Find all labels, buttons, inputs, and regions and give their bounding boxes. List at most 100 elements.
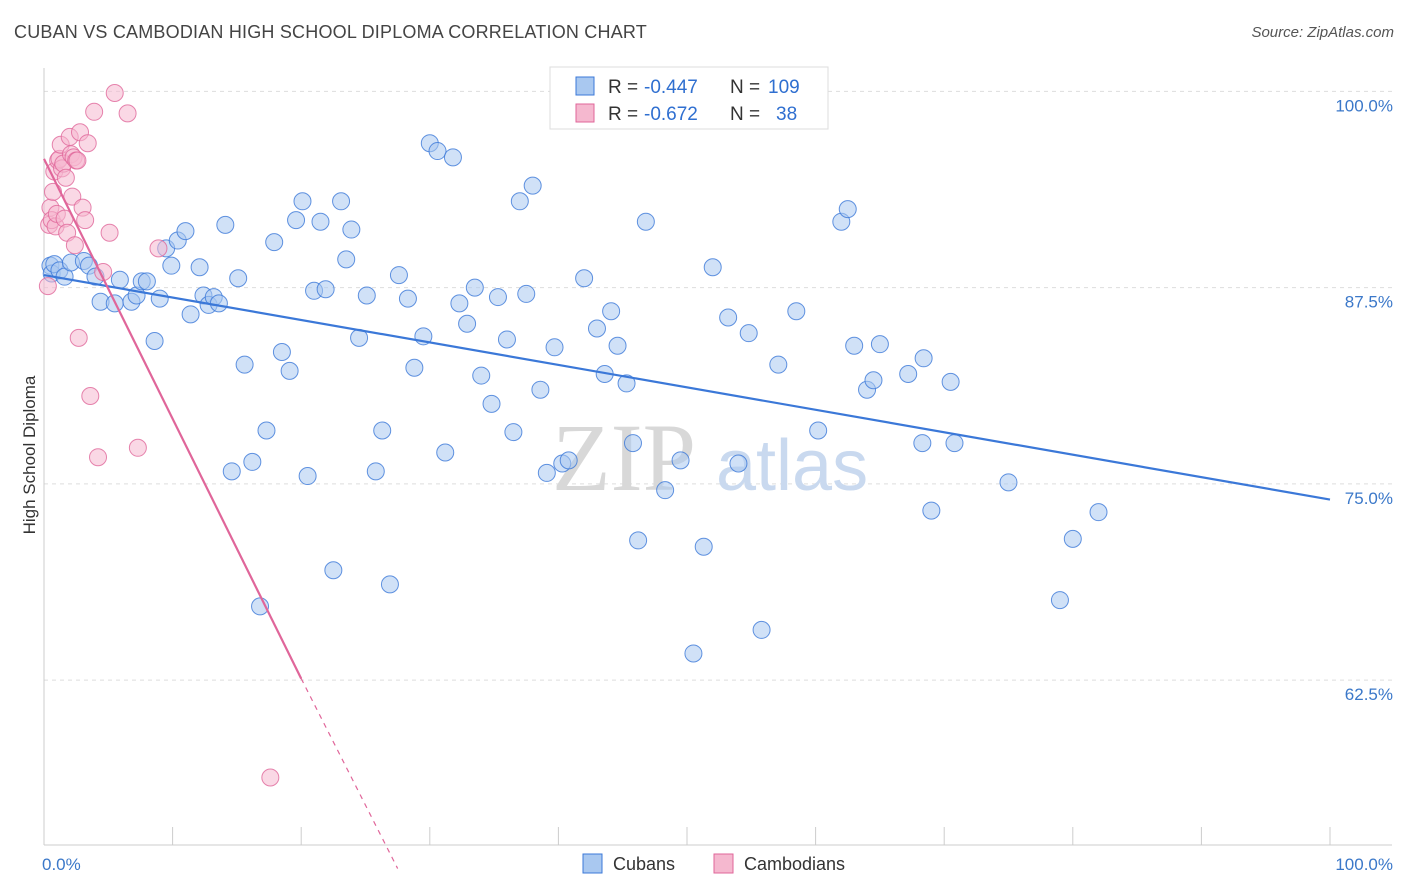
cuban-point-30 (229, 269, 248, 288)
cuban-point-66 (488, 288, 507, 307)
chart-title: CUBAN VS CAMBODIAN HIGH SCHOOL DIPLOMA C… (14, 22, 647, 42)
bottom-legend-swatch-cubans (582, 853, 603, 874)
cuban-point-107 (922, 501, 941, 520)
legend-r-label-cambodians: R = (608, 104, 638, 125)
cuban-point-96 (787, 302, 806, 321)
cuban-point-73 (537, 463, 556, 482)
cambodian-point-4 (44, 182, 63, 201)
cuban-point-63 (465, 278, 484, 297)
cambodian-trend-line (43, 158, 303, 680)
cuban-point-49 (357, 286, 376, 305)
top-legend: R = -0.447 N = 109 R = -0.672 N = 38 (549, 66, 829, 130)
cuban-point-110 (999, 473, 1018, 492)
cambodian-point-23 (69, 328, 88, 347)
cuban-point-53 (389, 266, 408, 285)
y-tick-label-2: 75.0% (1345, 489, 1393, 508)
cambodian-point-33 (105, 83, 124, 102)
cambodian-point-0 (38, 277, 57, 296)
cuban-point-29 (222, 462, 241, 481)
cuban-point-100 (845, 336, 864, 355)
cuban-point-95 (769, 355, 788, 374)
legend-swatch-cubans (575, 76, 595, 96)
cuban-point-65 (482, 394, 501, 413)
cuban-point-112 (1063, 529, 1082, 548)
cambodian-point-20 (65, 236, 84, 255)
cuban-point-46 (337, 250, 356, 269)
bottom-legend: Cubans Cambodians (582, 853, 845, 874)
cambodian-point-30 (89, 448, 108, 467)
cuban-point-88 (684, 644, 703, 663)
cuban-point-51 (373, 421, 392, 440)
legend-n-label-cubans: N = (730, 77, 760, 98)
cuban-point-60 (443, 148, 462, 167)
cuban-point-67 (497, 330, 516, 349)
cuban-point-62 (458, 314, 477, 333)
cambodian-point-22 (68, 151, 87, 170)
tick-labels: 100.0% 87.5% 75.0% 62.5% 0.0% 100.0% (42, 96, 1393, 874)
cuban-point-16 (145, 332, 164, 351)
cambodian-point-27 (78, 134, 97, 153)
bottom-legend-label-cubans: Cubans (613, 854, 675, 874)
cuban-point-23 (190, 258, 209, 277)
cuban-point-39 (293, 192, 312, 211)
cuban-point-71 (523, 176, 542, 195)
cambodian-trend-line-extension (300, 678, 399, 869)
cuban-point-43 (316, 280, 335, 299)
cuban-point-77 (575, 269, 594, 288)
cuban-point-69 (510, 192, 529, 211)
cuban-point-99 (838, 200, 857, 219)
cuban-point-42 (311, 212, 330, 231)
cuban-point-52 (380, 575, 399, 594)
cuban-point-50 (366, 462, 385, 481)
legend-r-value-cambodians: -0.672 (644, 104, 698, 125)
cuban-point-19 (162, 256, 181, 275)
trend-lines (43, 158, 1331, 869)
legend-r-label-cubans: R = (608, 77, 638, 98)
cambodian-point-37 (261, 768, 280, 787)
watermark: ZIP atlas (552, 404, 868, 511)
cuban-point-80 (602, 302, 621, 321)
cuban-point-27 (209, 294, 228, 313)
cuban-point-21 (176, 222, 195, 241)
cuban-point-55 (405, 358, 424, 377)
cambodian-point-32 (100, 223, 119, 242)
cuban-point-76 (559, 451, 578, 470)
cuban-point-40 (298, 467, 317, 486)
cuban-point-28 (216, 215, 235, 234)
legend-n-value-cubans: 109 (768, 77, 800, 98)
cuban-point-86 (656, 481, 675, 500)
cuban-point-109 (945, 434, 964, 453)
data-points (38, 83, 1108, 787)
cambodian-point-34 (118, 104, 137, 123)
cuban-point-61 (450, 294, 469, 313)
cuban-point-15 (137, 272, 156, 291)
cuban-point-84 (629, 531, 648, 550)
legend-n-value-cambodians: 38 (776, 104, 797, 125)
cuban-point-70 (517, 284, 536, 303)
cuban-point-64 (472, 366, 491, 385)
cambodian-point-35 (128, 438, 147, 457)
legend-r-value-cubans: -0.447 (644, 77, 698, 98)
cuban-point-37 (280, 361, 299, 380)
cuban-point-47 (342, 220, 361, 239)
x-tick-label-1: 100.0% (1335, 855, 1393, 874)
cuban-point-103 (870, 335, 889, 354)
cuban-point-11 (110, 270, 129, 289)
cuban-point-83 (623, 434, 642, 453)
cambodian-point-28 (81, 386, 100, 405)
cuban-point-111 (1050, 591, 1069, 610)
legend-box (549, 66, 829, 130)
cuban-point-36 (272, 343, 291, 362)
cambodian-point-29 (85, 102, 104, 121)
x-tick-label-0: 0.0% (42, 855, 81, 874)
cuban-point-104 (899, 365, 918, 383)
cuban-point-93 (739, 324, 758, 343)
cuban-point-81 (608, 336, 627, 355)
cuban-trend-line (43, 274, 1331, 501)
cambodian-point-14 (56, 168, 75, 187)
cuban-point-105 (913, 434, 932, 453)
cuban-point-78 (587, 319, 606, 338)
cuban-point-31 (235, 355, 254, 374)
cuban-point-22 (181, 305, 200, 324)
axes (43, 68, 1392, 846)
